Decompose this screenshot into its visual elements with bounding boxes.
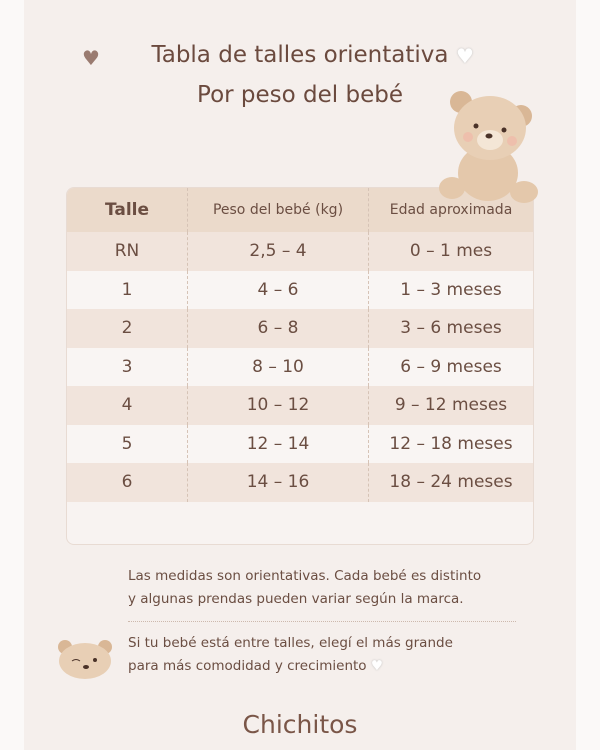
cell-talle: 5 xyxy=(67,424,188,463)
header-talle: Talle xyxy=(67,188,188,232)
header-peso: Peso del bebé (kg) xyxy=(188,188,369,232)
disclaimer-line-1: Las medidas son orientativas. Cada bebé … xyxy=(128,568,482,584)
cell-edad: 0 – 1 mes xyxy=(409,241,493,262)
white-heart-icon: ♥ xyxy=(456,44,474,68)
cell-peso: 6 – 8 xyxy=(188,309,369,348)
table-row: 4 10 – 12 9 – 12 meses xyxy=(67,386,533,425)
cell-edad: 3 – 6 meses xyxy=(400,318,502,339)
page-subtitle: Por peso del bebé xyxy=(197,82,403,108)
table-row: 5 12 – 14 12 – 18 meses xyxy=(67,424,533,463)
cell-edad: 6 – 9 meses xyxy=(400,356,502,377)
brand-name: Chichitos xyxy=(242,710,358,739)
size-table: Talle Peso del bebé (kg) Edad aproximada… xyxy=(66,187,534,545)
cell-talle: 3 xyxy=(67,347,188,386)
cell-peso: 12 – 14 xyxy=(188,424,369,463)
cell-talle: 6 xyxy=(67,463,188,502)
header-edad: Edad aproximada xyxy=(389,202,513,218)
teddy-bear-illustration xyxy=(439,91,538,203)
table-row: 6 14 – 16 18 – 24 meses xyxy=(67,463,533,502)
sleeping-bear-icon xyxy=(58,640,112,679)
cell-talle: RN xyxy=(67,232,188,271)
cell-talle: 4 xyxy=(67,386,188,425)
cell-edad: 18 – 24 meses xyxy=(389,472,513,493)
tip-line-2: para más comodidad y crecimiento xyxy=(128,658,367,674)
divider xyxy=(128,621,516,622)
disclaimer-note: Las medidas son orientativas. Cada bebé … xyxy=(128,565,481,611)
cell-talle: 2 xyxy=(67,309,188,348)
cell-peso: 10 – 12 xyxy=(188,386,369,425)
cell-peso: 14 – 16 xyxy=(188,463,369,502)
page-title: Tabla de talles orientativa xyxy=(151,42,449,68)
white-heart-icon: ♥ xyxy=(370,658,383,674)
cell-talle: 1 xyxy=(67,270,188,309)
cell-edad: 9 – 12 meses xyxy=(394,395,508,416)
tip-note: Si tu bebé está entre talles, elegí el m… xyxy=(128,632,453,678)
table-row: RN 2,5 – 4 0 – 1 mes xyxy=(67,232,533,271)
brown-heart-icon: ♥ xyxy=(82,46,100,70)
cell-peso: 2,5 – 4 xyxy=(188,232,369,271)
cell-edad: 1 – 3 meses xyxy=(400,279,502,300)
disclaimer-line-2: y algunas prendas pueden variar según la… xyxy=(128,591,464,607)
cell-edad: 12 – 18 meses xyxy=(389,433,513,454)
cell-peso: 8 – 10 xyxy=(188,347,369,386)
cell-peso: 4 – 6 xyxy=(188,270,369,309)
tip-line-1: Si tu bebé está entre talles, elegí el m… xyxy=(128,635,453,651)
